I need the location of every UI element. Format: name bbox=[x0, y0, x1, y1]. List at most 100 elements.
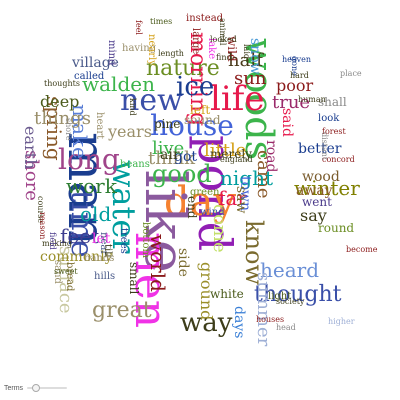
word-small[interactable]: small bbox=[127, 262, 141, 295]
word-society[interactable]: society bbox=[276, 297, 305, 306]
word-far[interactable]: far bbox=[218, 186, 247, 210]
word-human[interactable]: human bbox=[298, 95, 326, 104]
word-let[interactable]: let bbox=[92, 231, 111, 247]
word-little[interactable]: little bbox=[204, 140, 247, 161]
word-long[interactable]: long bbox=[58, 143, 120, 176]
word-deep[interactable]: deep bbox=[40, 92, 80, 111]
word-summer[interactable]: summer bbox=[253, 272, 274, 347]
word-wood[interactable]: wood bbox=[302, 169, 340, 185]
word-days[interactable]: days bbox=[231, 306, 247, 339]
word-night[interactable]: night bbox=[220, 166, 273, 190]
word-merely[interactable]: merely bbox=[210, 147, 252, 161]
word-mind[interactable]: mind bbox=[106, 40, 117, 66]
word-say[interactable]: say bbox=[300, 206, 327, 225]
word-hands[interactable]: hands bbox=[84, 253, 115, 264]
word-wind[interactable]: wind bbox=[200, 207, 225, 218]
word-concord[interactable]: concord bbox=[322, 155, 355, 164]
word-beans[interactable]: beans bbox=[120, 159, 150, 170]
word-shall[interactable]: shall bbox=[318, 95, 347, 109]
word-commonly[interactable]: commonly bbox=[40, 249, 113, 265]
word-winter[interactable]: winter bbox=[294, 176, 360, 200]
word-head[interactable]: head bbox=[276, 323, 296, 332]
word-kind[interactable]: kind bbox=[128, 98, 137, 116]
word-things[interactable]: things bbox=[34, 108, 91, 129]
word-become[interactable]: become bbox=[346, 245, 378, 254]
word-life[interactable]: life bbox=[210, 79, 265, 119]
word-look[interactable]: look bbox=[318, 113, 340, 124]
word-place[interactable]: place bbox=[340, 69, 362, 78]
terms-slider[interactable] bbox=[27, 384, 68, 392]
word-instead[interactable]: instead bbox=[186, 13, 224, 24]
word-length[interactable]: length bbox=[158, 49, 184, 58]
word-side[interactable]: side bbox=[175, 248, 191, 277]
word-hard[interactable]: hard bbox=[290, 71, 309, 80]
terms-slider-knob[interactable] bbox=[31, 384, 40, 392]
word-road[interactable]: road bbox=[263, 140, 279, 173]
word-hills[interactable]: hills bbox=[94, 271, 116, 282]
word-sun[interactable]: sun bbox=[234, 68, 267, 89]
word-old[interactable]: old bbox=[80, 202, 112, 226]
word-pine[interactable]: pine bbox=[154, 117, 181, 131]
word-feet[interactable]: feet bbox=[60, 224, 100, 248]
word-saw[interactable]: saw bbox=[233, 186, 249, 214]
word-laid[interactable]: laid bbox=[242, 44, 251, 60]
word-end[interactable]: end bbox=[185, 196, 199, 219]
word-find[interactable]: find bbox=[216, 53, 232, 62]
word-trees[interactable]: trees bbox=[118, 228, 129, 254]
word-round[interactable]: round bbox=[318, 221, 355, 235]
word-way[interactable]: way bbox=[180, 308, 233, 338]
word-earth[interactable]: earth bbox=[21, 126, 40, 170]
word-heaven[interactable]: heaven bbox=[282, 55, 312, 64]
word-walden[interactable]: walden bbox=[82, 72, 155, 96]
word-good[interactable]: good bbox=[152, 160, 212, 188]
word-poor[interactable]: poor bbox=[276, 76, 314, 95]
word-times[interactable]: times bbox=[150, 17, 173, 26]
word-looked[interactable]: looked bbox=[210, 35, 237, 44]
word-heard[interactable]: heard bbox=[260, 258, 320, 282]
word-world[interactable]: world bbox=[146, 234, 170, 292]
word-left[interactable]: left bbox=[190, 103, 211, 117]
word-light[interactable]: light bbox=[268, 291, 292, 302]
word-half[interactable]: half bbox=[228, 50, 263, 71]
word-animal[interactable]: animal bbox=[218, 18, 227, 46]
word-air[interactable]: air bbox=[160, 147, 180, 163]
word-better[interactable]: better bbox=[298, 141, 342, 157]
word-green[interactable]: green bbox=[190, 187, 220, 198]
word-called[interactable]: called bbox=[74, 71, 105, 82]
word-think[interactable]: think bbox=[148, 148, 196, 169]
word-heart[interactable]: heart bbox=[94, 112, 105, 140]
word-england[interactable]: england bbox=[220, 155, 253, 164]
word-true[interactable]: true bbox=[272, 92, 311, 113]
word-ice[interactable]: ice bbox=[176, 72, 215, 102]
word-bottom[interactable]: bottom bbox=[140, 222, 151, 258]
word-great[interactable]: great bbox=[92, 298, 152, 323]
word-went[interactable]: went bbox=[302, 195, 332, 209]
word-house[interactable]: house bbox=[150, 109, 234, 142]
word-nature[interactable]: nature bbox=[146, 56, 220, 81]
word-making[interactable]: making bbox=[42, 239, 73, 248]
word-work[interactable]: work bbox=[66, 174, 117, 198]
word-houses[interactable]: houses bbox=[256, 315, 285, 324]
word-sweet[interactable]: sweet bbox=[54, 267, 78, 276]
word-thoughts[interactable]: thoughts bbox=[44, 79, 80, 88]
word-away[interactable]: away bbox=[296, 183, 333, 199]
word-having[interactable]: having bbox=[122, 43, 157, 54]
word-said[interactable]: said bbox=[279, 108, 295, 137]
word-day[interactable]: day bbox=[164, 179, 237, 225]
word-shore[interactable]: shore bbox=[64, 118, 73, 141]
word-white[interactable]: white bbox=[210, 287, 244, 301]
word-new[interactable]: new bbox=[120, 83, 183, 118]
word-feel[interactable]: feel bbox=[134, 20, 143, 35]
word-field[interactable]: field bbox=[48, 232, 57, 250]
word-nearly[interactable]: nearly bbox=[146, 34, 157, 66]
word-years[interactable]: years bbox=[108, 122, 152, 141]
word-reason[interactable]: reason bbox=[38, 212, 47, 240]
word-large[interactable]: large bbox=[190, 28, 201, 55]
word-village[interactable]: village bbox=[72, 55, 119, 71]
word-distant[interactable]: distant bbox=[320, 132, 329, 161]
word-higher[interactable]: higher bbox=[328, 317, 355, 326]
word-got[interactable]: got bbox=[174, 149, 198, 165]
word-live[interactable]: live bbox=[152, 138, 185, 159]
word-forest[interactable]: forest bbox=[322, 127, 346, 136]
word-sound[interactable]: sound bbox=[184, 113, 221, 127]
